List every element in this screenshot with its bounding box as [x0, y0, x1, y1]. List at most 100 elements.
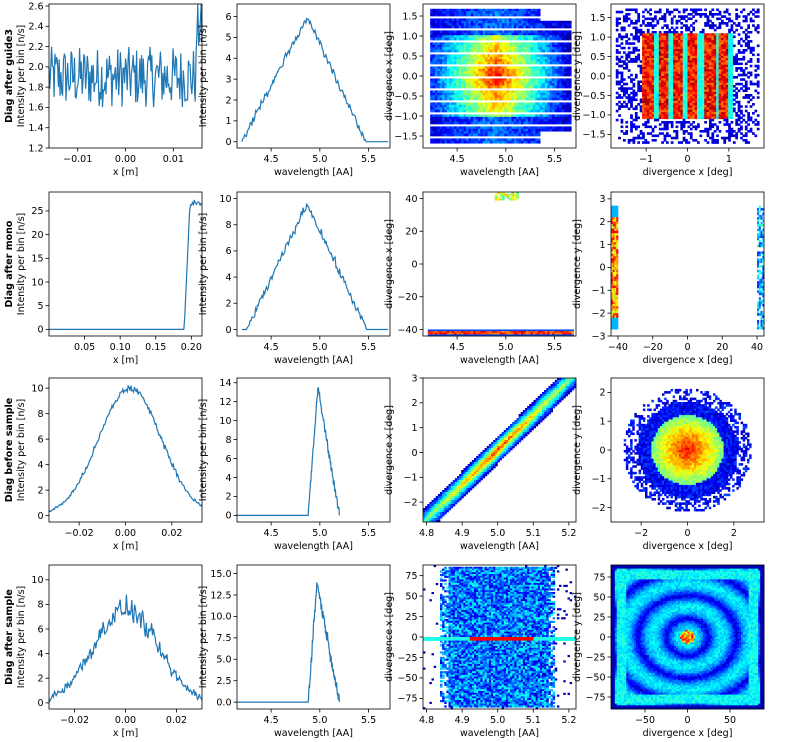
heatmap-cell — [632, 139, 636, 142]
heatmap-cell — [513, 138, 517, 142]
heatmap-cell — [687, 49, 691, 52]
heatmap-cell — [537, 54, 541, 58]
heatmap-cell — [564, 80, 567, 84]
heatmap-cell — [434, 126, 438, 130]
heatmap-cell — [689, 100, 693, 104]
heatmap-cell — [442, 68, 445, 72]
heatmap-cell — [516, 114, 519, 118]
heatmap-cell — [630, 116, 633, 120]
heatmap-cell — [615, 62, 619, 66]
heatmap-cell — [658, 49, 662, 52]
heatmap-cell — [701, 31, 705, 34]
heatmap-cell — [720, 80, 724, 84]
heatmap-cell — [622, 26, 626, 30]
heatmap-cell — [501, 71, 505, 74]
heatmap-cell — [716, 49, 719, 52]
heatmap-cell — [706, 35, 710, 39]
heatmap-cell — [701, 103, 705, 106]
heatmap-cell — [730, 114, 734, 117]
x-tick-label: −1 — [639, 154, 653, 165]
heatmap-cell — [728, 87, 731, 90]
heatmap-cell — [489, 35, 493, 38]
heatmap-cell — [642, 31, 645, 34]
heatmap-cell — [744, 33, 748, 36]
heatmap-cell — [711, 132, 715, 135]
heatmap-cell — [711, 82, 715, 86]
heatmap-cell — [699, 55, 703, 59]
heatmap-cell — [434, 109, 438, 113]
heatmap-cell — [439, 78, 443, 82]
heatmap-cell — [509, 138, 512, 142]
heatmap-cell — [432, 80, 436, 84]
heatmap-cell — [728, 125, 731, 129]
heatmap-cell — [506, 92, 510, 96]
heatmap-cell — [634, 37, 638, 41]
heatmap-cell — [477, 54, 481, 58]
heatmap-cell — [654, 98, 657, 102]
heatmap-cell — [434, 95, 438, 98]
heatmap-cell — [473, 71, 476, 74]
heatmap-cell — [728, 130, 731, 133]
heatmap-cell — [680, 51, 684, 54]
heatmap-cell — [542, 68, 546, 72]
heatmap-cell — [477, 128, 481, 132]
heatmap-cell — [525, 83, 529, 86]
heatmap-cell — [744, 49, 748, 52]
heatmap-cell — [506, 80, 510, 84]
heatmap-cell — [454, 85, 457, 89]
heatmap-cell — [537, 133, 541, 137]
heatmap-cell — [689, 53, 693, 57]
heatmap-cell — [475, 30, 479, 34]
heatmap-cell — [566, 66, 570, 70]
heatmap-cell — [540, 85, 543, 89]
heatmap-cell — [644, 78, 648, 81]
heatmap-cell — [716, 98, 719, 102]
heatmap-cell — [642, 91, 645, 95]
heatmap-cell — [549, 85, 553, 89]
heatmap-cell — [680, 78, 684, 81]
heatmap-cell — [482, 104, 486, 108]
heatmap-cell — [639, 24, 643, 27]
heatmap-cell — [437, 66, 441, 70]
heatmap-cell — [716, 26, 719, 30]
heatmap-cell — [634, 31, 638, 34]
heatmap-cell — [552, 66, 555, 70]
heatmap-cell — [632, 118, 636, 122]
heatmap-cell — [499, 133, 503, 137]
heatmap-cell — [461, 80, 464, 84]
heatmap-cell — [685, 94, 688, 97]
heatmap-cell — [637, 40, 641, 43]
heatmap-cell — [554, 20, 558, 24]
heatmap-cell — [701, 71, 705, 75]
heatmap-cell — [568, 83, 572, 86]
heatmap-cell — [701, 67, 705, 70]
heatmap-cell — [747, 141, 751, 144]
heatmap-cell — [649, 116, 652, 120]
heatmap-cell — [670, 80, 674, 84]
heatmap-cell — [713, 100, 717, 104]
heatmap-cell — [692, 28, 696, 32]
heatmap-cell — [685, 64, 688, 68]
heatmap-cell — [439, 83, 443, 86]
heatmap-cell — [537, 126, 541, 130]
heatmap-cell — [532, 47, 536, 50]
heatmap-cell — [752, 121, 755, 124]
heatmap-cell — [518, 8, 522, 12]
heatmap-cell — [661, 85, 664, 88]
heatmap-cell — [677, 98, 681, 102]
heatmap-cell — [444, 8, 448, 12]
heatmap-cell — [432, 126, 436, 130]
heatmap-cell — [634, 136, 638, 140]
heatmap-cell — [697, 71, 700, 75]
heatmap-cell — [499, 68, 503, 72]
heatmap-cell — [646, 73, 650, 77]
heatmap-cell — [511, 49, 515, 53]
heatmap-cell — [680, 123, 684, 126]
heatmap-cell — [475, 47, 479, 50]
heatmap-cell — [444, 107, 448, 110]
heatmap-cell — [540, 25, 543, 29]
heatmap-cell — [642, 71, 645, 75]
heatmap-cell — [634, 8, 638, 12]
heatmap-cell — [487, 56, 491, 60]
heatmap-cell — [552, 37, 555, 41]
